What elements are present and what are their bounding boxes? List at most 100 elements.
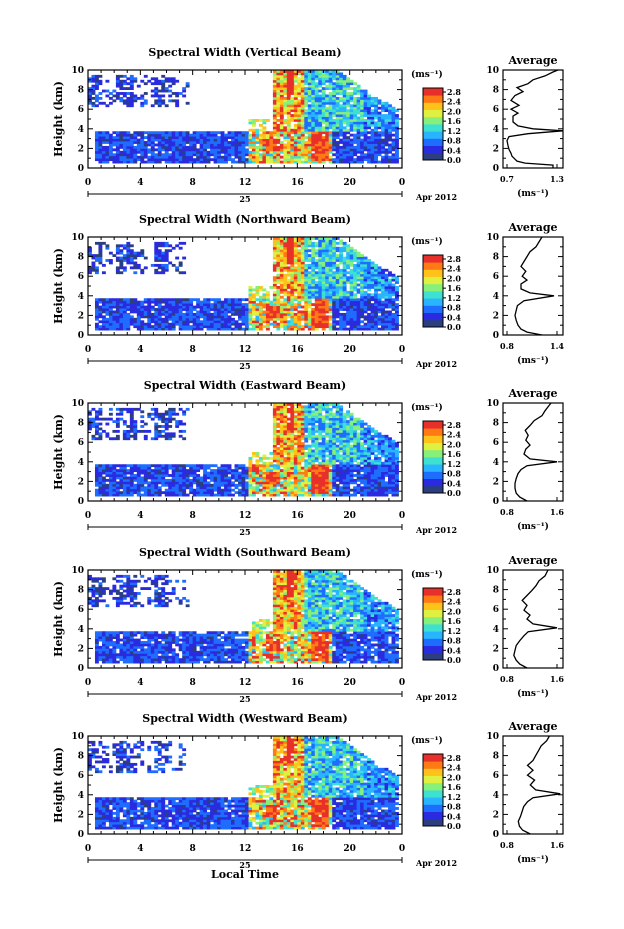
heatmap-cell xyxy=(339,141,344,144)
heatmap-cell xyxy=(276,466,281,470)
heatmap-cell xyxy=(374,121,378,125)
heatmap-cell xyxy=(283,136,288,139)
heatmap-cell xyxy=(360,158,365,162)
heatmap-cell xyxy=(342,89,347,93)
heatmap-cell xyxy=(300,70,305,73)
heatmap-cell xyxy=(370,141,375,144)
heatmap-cell xyxy=(175,94,180,98)
heatmap-cell xyxy=(332,276,337,280)
heatmap-cell xyxy=(189,303,194,306)
heatmap-cell xyxy=(353,268,358,272)
heatmap-cell xyxy=(297,70,302,73)
heatmap-cell xyxy=(272,104,277,108)
heatmap-cell xyxy=(370,131,375,135)
heatmap-cell xyxy=(300,141,305,144)
heatmap-cell xyxy=(307,317,312,321)
heatmap-cell xyxy=(307,160,312,164)
heatmap-cell xyxy=(241,145,246,149)
heatmap-cell xyxy=(370,138,375,142)
heatmap-cell xyxy=(276,464,281,468)
heatmap-cell xyxy=(272,478,277,482)
heatmap-cell xyxy=(290,286,295,289)
heatmap-cell xyxy=(395,109,399,113)
heatmap-cell xyxy=(164,87,169,90)
heatmap-cell xyxy=(185,474,190,477)
heatmap-cell xyxy=(94,478,99,482)
heatmap-cell xyxy=(154,79,159,83)
heatmap-cell xyxy=(98,478,103,482)
heatmap-cell xyxy=(161,133,166,137)
heatmap-cell xyxy=(286,246,291,250)
heatmap-cell xyxy=(112,136,117,139)
heatmap-cell xyxy=(283,143,288,147)
heatmap-cell xyxy=(318,239,323,243)
heatmap-cell xyxy=(279,286,284,289)
heatmap-cell xyxy=(297,92,302,95)
heatmap-cell xyxy=(384,136,389,139)
heatmap-cell xyxy=(286,104,291,108)
heatmap-cell xyxy=(126,410,131,414)
heatmap-cell xyxy=(321,276,326,280)
heatmap-cell xyxy=(262,298,267,302)
heatmap-cell xyxy=(356,325,361,329)
heatmap-cell xyxy=(251,325,256,329)
heatmap-cell xyxy=(293,315,298,319)
heatmap-cell xyxy=(332,266,337,270)
heatmap-cell xyxy=(161,99,166,103)
heatmap-cell xyxy=(245,481,249,485)
heatmap-cell xyxy=(377,106,382,110)
heatmap-cell xyxy=(182,410,187,414)
heatmap-cell xyxy=(293,138,298,142)
heatmap-cell xyxy=(269,300,274,304)
heatmap-cell xyxy=(182,486,187,490)
heatmap-cell xyxy=(293,128,298,132)
heatmap-cell xyxy=(227,148,232,152)
heatmap-cell xyxy=(353,128,358,132)
heatmap-cell xyxy=(339,79,344,83)
heatmap-cell xyxy=(220,469,225,472)
heatmap-cell xyxy=(353,82,358,86)
heatmap-cell xyxy=(168,478,173,482)
heatmap-cell xyxy=(286,131,291,135)
heatmap-cell xyxy=(318,290,323,294)
heatmap-cell xyxy=(300,293,305,297)
heatmap-cell xyxy=(227,325,232,329)
heatmap-cell xyxy=(140,325,145,329)
heatmap-cell xyxy=(384,290,389,294)
heatmap-cell xyxy=(189,466,194,470)
y-tick-label: 0 xyxy=(78,331,84,341)
heatmap-cell xyxy=(297,305,302,309)
heatmap-cell xyxy=(346,244,351,248)
heatmap-cell xyxy=(332,74,337,78)
heatmap-cell xyxy=(262,136,267,139)
heatmap-cell xyxy=(321,308,326,311)
heatmap-cell xyxy=(342,320,347,324)
heatmap-cell xyxy=(112,141,117,144)
heatmap-cell xyxy=(94,148,99,152)
heatmap-cell xyxy=(189,136,194,139)
heatmap-cell xyxy=(276,239,281,243)
heatmap-cell xyxy=(248,155,253,159)
heatmap-cell xyxy=(328,143,333,147)
heatmap-cell xyxy=(94,74,99,78)
heatmap-cell xyxy=(122,432,127,436)
heatmap-cell xyxy=(290,155,295,159)
heatmap-cell xyxy=(136,141,141,144)
heatmap-cell xyxy=(182,94,187,98)
heatmap-cell xyxy=(332,123,337,127)
heatmap-cell xyxy=(265,308,270,311)
heatmap-cell xyxy=(143,256,148,260)
heatmap-cell xyxy=(122,420,127,423)
heatmap-cell xyxy=(367,94,371,98)
heatmap-cell xyxy=(374,99,378,103)
heatmap-cell xyxy=(353,251,358,255)
heatmap-cell xyxy=(349,104,354,108)
heatmap-cell xyxy=(328,111,333,115)
heatmap-cell xyxy=(328,70,333,73)
heatmap-cell xyxy=(98,308,103,311)
heatmap-cell xyxy=(279,263,284,267)
heatmap-cell xyxy=(311,273,316,277)
heatmap-cell xyxy=(154,92,159,95)
heatmap-cell xyxy=(199,481,204,485)
heatmap-cell xyxy=(164,256,169,260)
